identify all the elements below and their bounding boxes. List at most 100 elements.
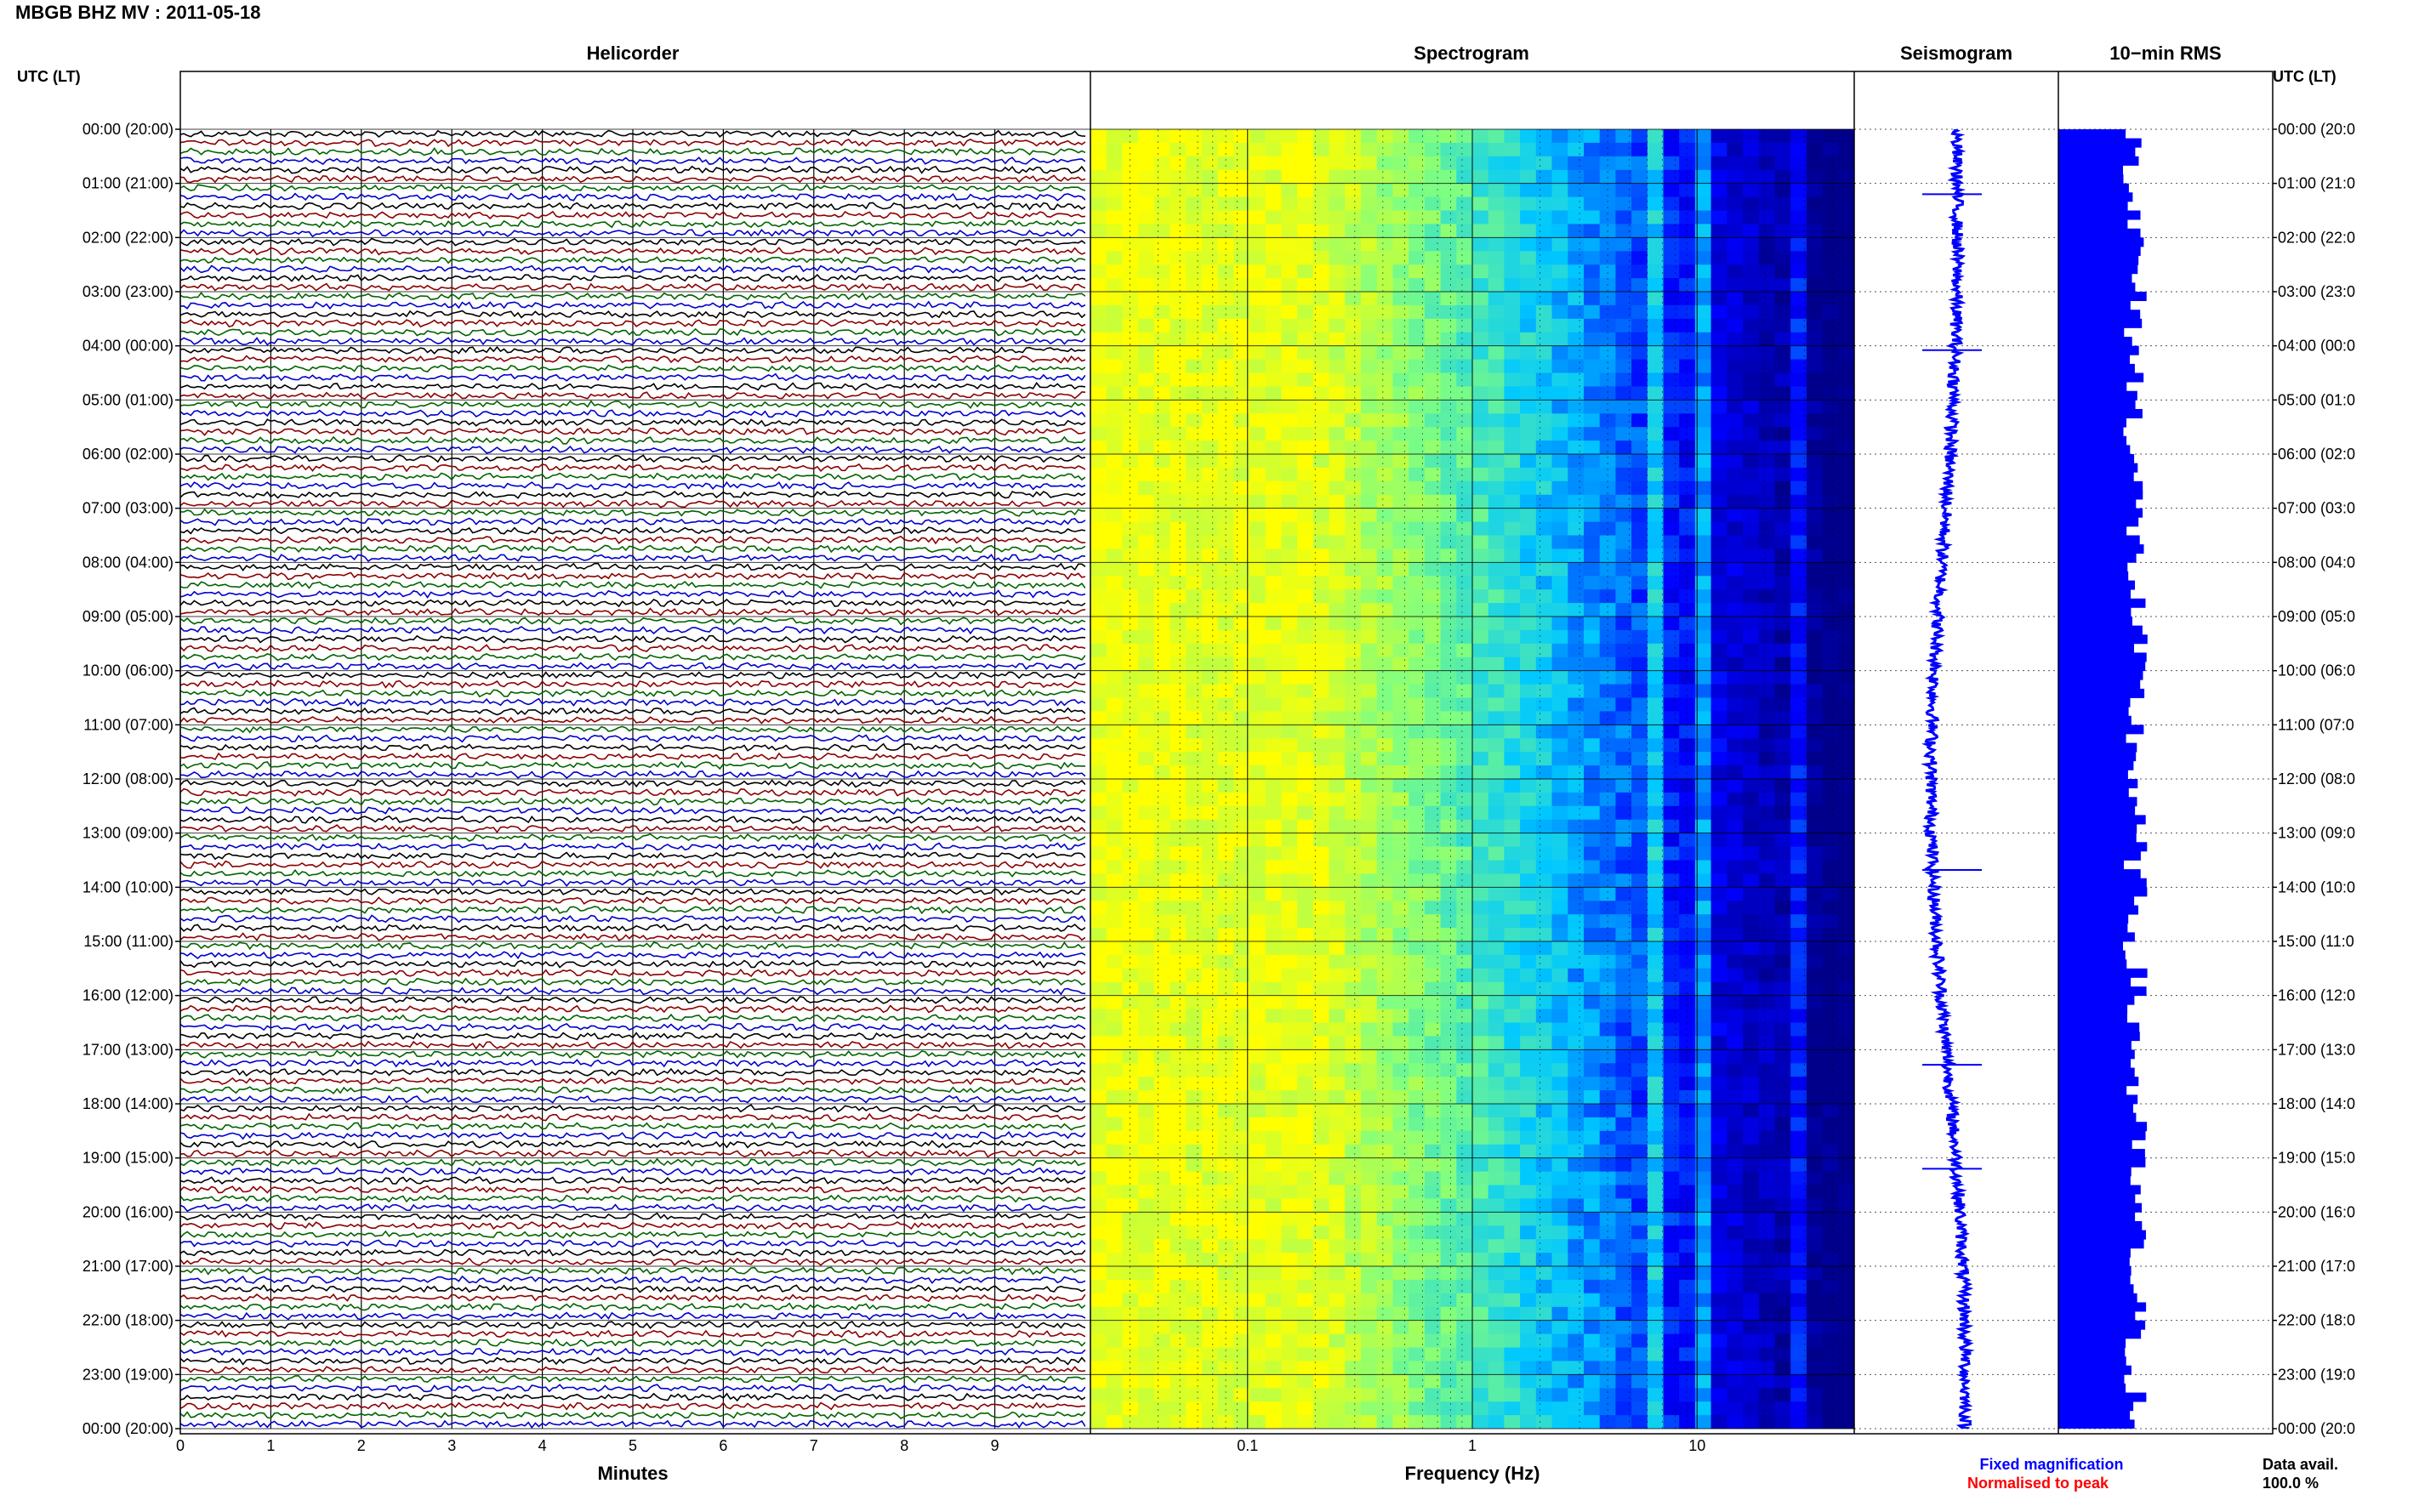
spectrogram-cell — [1727, 954, 1744, 969]
spectrogram-cell — [1790, 873, 1807, 888]
spectrogram-cell — [1631, 1022, 1648, 1037]
spectrogram-cell — [1551, 576, 1568, 590]
spectrogram-cell — [1376, 1049, 1394, 1064]
spectrogram-cell — [1186, 792, 1203, 807]
spectrogram-cell — [1186, 494, 1203, 509]
spectrogram-cell — [1568, 386, 1585, 401]
spectrogram-cell — [1679, 549, 1696, 563]
spectrogram-cell — [1599, 1347, 1616, 1361]
spectrogram-cell — [1647, 562, 1665, 577]
spectrogram-cell — [1838, 224, 1854, 238]
spectrogram-cell — [1186, 1063, 1203, 1077]
spectrogram-cell — [1694, 1063, 1712, 1077]
spectrogram-cell — [1186, 210, 1203, 225]
spectrogram-cell — [1170, 1117, 1187, 1132]
spectrogram-cell — [1106, 345, 1123, 361]
spectrogram-cell — [1345, 156, 1362, 171]
spectrogram-cell — [1249, 1212, 1266, 1226]
spectrogram-cell — [1361, 372, 1378, 387]
spectrogram-cell — [1710, 901, 1727, 915]
spectrogram-cell — [1170, 1144, 1187, 1159]
spectrogram-cell — [1345, 968, 1362, 983]
spectrogram-cell — [1663, 494, 1680, 509]
spectrogram-cell — [1312, 629, 1330, 645]
spectrogram-cell — [1822, 711, 1839, 725]
spectrogram-cell — [1822, 995, 1839, 1010]
spectrogram-cell — [1424, 210, 1442, 225]
spectrogram-cell — [1312, 1130, 1330, 1145]
spectrogram-cell — [1647, 237, 1665, 252]
spectrogram-cell — [1138, 1293, 1155, 1308]
spectrogram-cell — [1568, 860, 1585, 874]
spectrogram-cell — [1790, 1171, 1807, 1186]
spectrogram-cell — [1329, 237, 1346, 252]
spectrogram-cell — [1424, 278, 1442, 293]
spectrogram-cell — [1312, 589, 1330, 604]
rms-bar — [2058, 480, 2143, 491]
spectrogram-cell — [1838, 332, 1854, 347]
spectrogram-cell — [1727, 1388, 1744, 1402]
spectrogram-cell — [1615, 183, 1632, 198]
spectrogram-cell — [1520, 454, 1537, 469]
spectrogram-cell — [1472, 860, 1489, 874]
spectrogram-cell — [1122, 237, 1139, 252]
spectrogram-cell — [1822, 427, 1839, 441]
spectrogram-cell — [1758, 318, 1776, 333]
spectrogram-cell — [1710, 386, 1727, 401]
spectrogram-cell — [1806, 1117, 1824, 1132]
spectrogram-cell — [1584, 441, 1601, 455]
spectrogram-cell — [1584, 968, 1601, 983]
spectrogram-cell — [1647, 873, 1665, 888]
spectrogram-cell — [1186, 1374, 1203, 1389]
spectrogram-cell — [1392, 1293, 1409, 1308]
spectrogram-cell — [1551, 210, 1568, 225]
spectrogram-cell — [1153, 427, 1171, 441]
spectrogram-cell — [1170, 657, 1187, 672]
rms-bar — [2058, 1130, 2146, 1140]
spectrogram-cell — [1488, 427, 1505, 441]
spectrogram-cell — [1520, 901, 1537, 915]
spectrogram-cell — [1488, 981, 1505, 997]
spectrogram-cell — [1329, 657, 1346, 672]
spectrogram-cell — [1727, 332, 1744, 347]
spectrogram-cell — [1090, 1239, 1107, 1253]
spectrogram-cell — [1329, 752, 1346, 766]
spectrogram-cell — [1281, 779, 1298, 793]
spectrogram-cell — [1615, 210, 1632, 225]
spectrogram-cell — [1774, 1036, 1791, 1050]
spectrogram-cell — [1758, 1212, 1776, 1226]
spectrogram-cell — [1727, 1239, 1744, 1253]
spectrogram-cell — [1790, 1117, 1807, 1132]
spectrogram-cell — [1392, 1130, 1409, 1145]
spectrogram-cell — [1551, 441, 1568, 455]
spectrogram-cell — [1727, 1253, 1744, 1267]
spectrogram-cell — [1249, 1347, 1266, 1361]
spectrogram-cell — [1361, 873, 1378, 888]
spectrogram-cell — [1727, 264, 1744, 279]
spectrogram-cell — [1138, 1361, 1155, 1375]
spectrogram-cell — [1202, 887, 1219, 901]
spectrogram-cell — [1361, 508, 1378, 523]
spectrogram-cell — [1265, 413, 1283, 428]
spectrogram-cell — [1138, 196, 1155, 212]
spectrogram-cell — [1312, 805, 1330, 821]
spectrogram-cell — [1743, 1266, 1760, 1281]
spectrogram-cell — [1743, 657, 1760, 672]
spectrogram-cell — [1202, 1144, 1219, 1159]
helicorder-trace-row — [180, 977, 1085, 986]
spectrogram-cell — [1392, 562, 1409, 577]
spectrogram-cell — [1647, 846, 1665, 861]
spectrogram-cell — [1743, 589, 1760, 604]
spectrogram-cell — [1472, 142, 1489, 157]
spectrogram-cell — [1838, 887, 1854, 901]
spectrogram-cell — [1297, 427, 1314, 441]
spectrogram-cell — [1488, 1374, 1505, 1389]
spectrogram-cell — [1297, 684, 1314, 699]
spectrogram-cell — [1568, 142, 1585, 157]
spectrogram-cell — [1297, 792, 1314, 807]
spectrogram-cell — [1727, 142, 1744, 157]
spectrogram-cell — [1090, 725, 1107, 739]
spectrogram-cell — [1568, 941, 1585, 956]
spectrogram-cell — [1774, 928, 1791, 942]
spectrogram-cell — [1170, 1077, 1187, 1091]
